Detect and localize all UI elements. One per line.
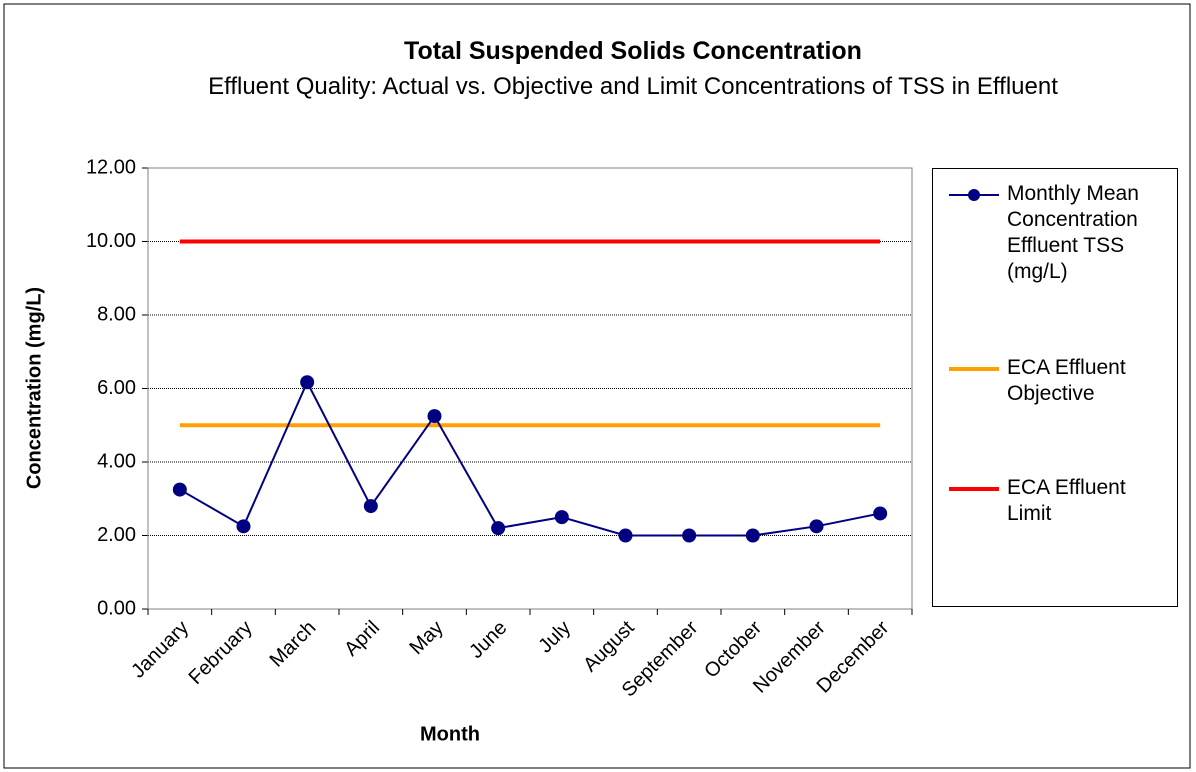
marker [873,506,888,521]
marker [363,499,378,514]
y-tick-label: 6.00 [97,377,136,399]
x-tick-label: July [534,617,575,658]
x-tick-label: March [266,617,321,672]
x-axis-label: Month [420,723,480,745]
x-tick-label: February [185,617,257,689]
y-tick-label: 2.00 [97,524,136,546]
y-tick-label: 0.00 [97,597,136,619]
marker [427,409,442,424]
x-tick-label: June [465,617,511,663]
y-tick-label: 4.00 [97,450,136,472]
chart-title: Total Suspended Solids Concentration [404,37,862,65]
y-tick-label: 12.00 [86,156,136,178]
legend-item: Monthly Mean Concentration Effluent TSS … [947,181,1173,285]
legend-item: ECA Effluent Limit [947,475,1173,527]
legend-swatch [949,487,999,491]
legend-swatch [949,189,999,201]
x-tick-label: January [127,617,193,683]
x-tick-label: May [405,617,447,659]
marker [618,528,633,543]
x-tick-label: April [340,617,384,661]
chart-subtitle: Effluent Quality: Actual vs. Objective a… [208,73,1058,100]
y-tick-label: 8.00 [97,303,136,325]
marker [172,482,187,497]
legend-swatch [949,367,999,371]
series-line [179,379,881,537]
legend-label: ECA Effluent Objective [1007,356,1126,405]
marker [682,528,697,543]
legend-label: Monthly Mean Concentration Effluent TSS … [1007,182,1139,283]
legend: Monthly Mean Concentration Effluent TSS … [932,168,1178,607]
y-tick-label: 10.00 [86,230,136,252]
x-tick-label: October [700,616,766,682]
marker [300,375,315,390]
marker [491,521,506,536]
legend-label: ECA Effluent Limit [1007,476,1126,525]
title-block: Total Suspended Solids Concentration Eff… [170,34,1096,104]
marker [745,528,760,543]
marker [809,519,824,534]
legend-item: ECA Effluent Objective [947,355,1173,407]
marker [236,519,251,534]
marker [554,510,569,525]
x-tick-label: August [579,616,639,676]
legend-marker [968,189,980,201]
chart-border [3,3,1191,769]
y-axis-label: Concentration (mg/L) [23,287,45,489]
